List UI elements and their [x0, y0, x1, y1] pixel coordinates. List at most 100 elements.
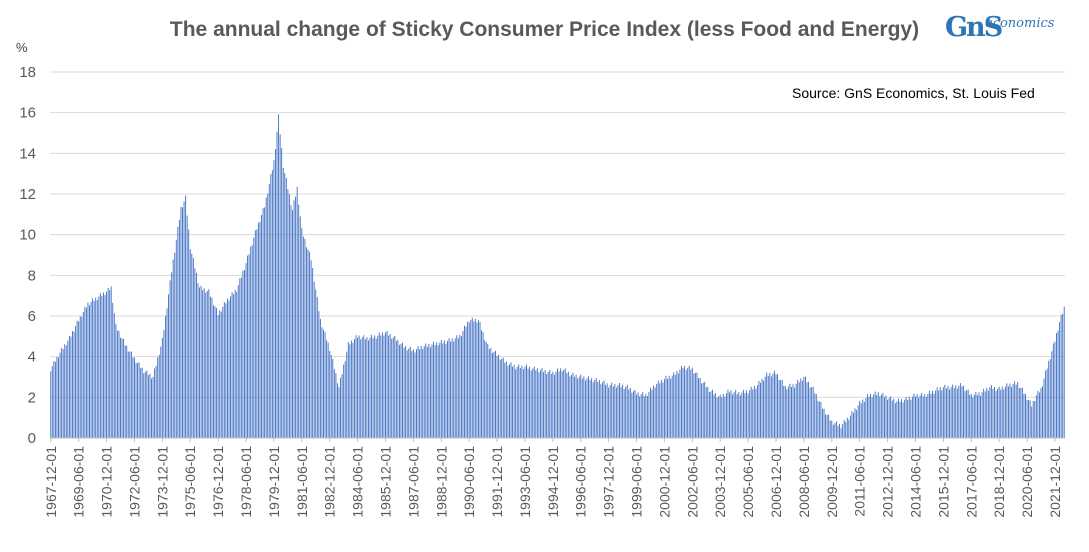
bar — [843, 419, 845, 438]
bar — [949, 389, 951, 438]
y-tick-label: 4 — [28, 349, 36, 366]
bar — [306, 247, 307, 438]
bar — [476, 322, 478, 438]
bar — [1043, 378, 1045, 438]
bar — [622, 384, 624, 438]
bar — [837, 425, 839, 438]
bar — [62, 349, 64, 438]
bar — [839, 423, 840, 438]
x-tick-label: 1972-06-01 — [126, 446, 142, 518]
bar — [200, 285, 202, 438]
bar — [186, 215, 188, 438]
bar — [849, 415, 851, 438]
bar — [1063, 306, 1065, 438]
bar — [981, 392, 983, 438]
bar — [755, 388, 757, 438]
bar — [594, 380, 596, 438]
bar — [620, 387, 622, 438]
bar — [510, 362, 512, 438]
bar — [123, 338, 125, 438]
bar — [970, 394, 972, 438]
x-tick-label: 2000-12-01 — [656, 446, 672, 518]
bar — [628, 389, 630, 438]
bar — [989, 387, 991, 438]
bar — [386, 330, 388, 438]
bar — [854, 408, 856, 438]
bar — [1009, 383, 1011, 438]
bar — [969, 394, 971, 438]
bar — [997, 388, 999, 438]
bar — [166, 308, 168, 438]
bar — [509, 364, 510, 438]
bar — [899, 401, 901, 438]
bar — [354, 339, 355, 438]
bar — [866, 394, 868, 438]
bar — [211, 297, 213, 438]
bar — [118, 331, 120, 438]
bar — [767, 375, 769, 438]
bar — [391, 338, 393, 438]
bar — [650, 387, 651, 438]
bar — [431, 344, 433, 438]
bar — [753, 385, 755, 438]
bar — [746, 390, 748, 438]
bar — [90, 301, 92, 438]
bar — [414, 352, 416, 438]
bar — [222, 306, 224, 438]
bar — [155, 366, 157, 438]
bar — [1034, 401, 1036, 438]
bar — [699, 377, 701, 438]
bar — [891, 400, 893, 438]
bar — [324, 331, 326, 438]
bar — [586, 378, 588, 438]
bar — [713, 394, 715, 438]
bar — [203, 288, 205, 438]
bar — [716, 397, 718, 438]
bar — [336, 383, 338, 438]
bar — [526, 364, 527, 438]
bar — [904, 399, 906, 438]
bar — [893, 398, 895, 438]
bar — [251, 245, 253, 438]
bar — [705, 387, 707, 438]
bar — [990, 385, 992, 438]
bar — [732, 394, 734, 438]
bar — [1057, 330, 1059, 438]
bar — [366, 337, 368, 438]
bar — [615, 387, 617, 438]
bar — [538, 372, 540, 438]
x-tick-label: 2017-06-01 — [963, 446, 979, 518]
bar — [601, 382, 603, 438]
bar — [575, 374, 577, 438]
bar — [295, 196, 297, 438]
bar — [158, 355, 160, 438]
bar — [54, 361, 56, 438]
bar — [371, 334, 373, 438]
bar — [1038, 392, 1040, 438]
bar — [479, 322, 481, 438]
bar — [103, 292, 104, 438]
bar — [242, 270, 244, 438]
bar — [932, 390, 933, 438]
bar — [350, 340, 352, 438]
bar — [908, 396, 910, 438]
bar — [450, 341, 452, 438]
bar — [59, 352, 61, 438]
gridlines — [50, 71, 1065, 398]
bar — [1046, 368, 1048, 438]
bar — [419, 349, 421, 438]
bar — [770, 376, 772, 438]
bar — [347, 342, 349, 438]
bar — [482, 332, 484, 438]
bar — [539, 370, 541, 438]
bar — [56, 356, 58, 438]
bar — [945, 388, 947, 438]
bar — [888, 398, 890, 438]
bar — [939, 387, 941, 438]
bar — [696, 372, 698, 438]
x-tick-label: 2020-06-01 — [1019, 446, 1035, 518]
bar — [428, 343, 430, 438]
bar — [794, 387, 796, 438]
bar — [233, 294, 235, 438]
bar — [81, 317, 83, 438]
